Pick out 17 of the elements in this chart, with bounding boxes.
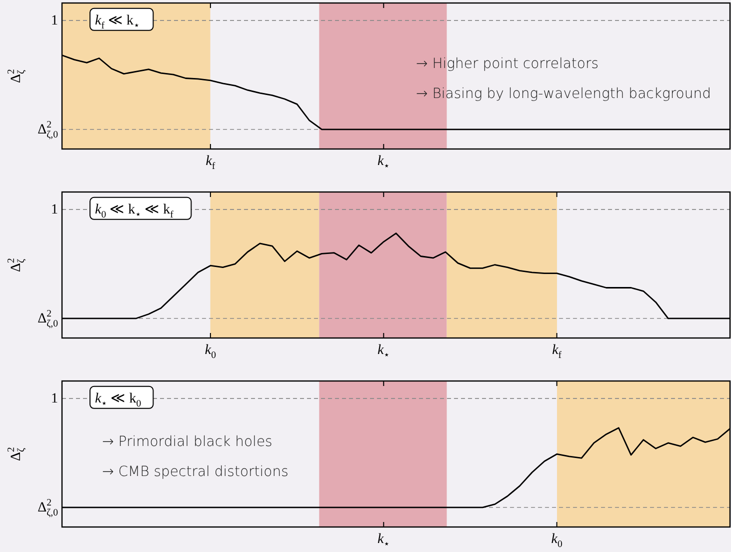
ref-line-label: 1: [51, 13, 58, 28]
x-tick-label: k$_{0}$: [204, 343, 216, 362]
text: k$_{0}$ ≪ k$_{⋆}$ ≪ k$_{f}$: [95, 202, 174, 221]
x-tick-label: k$_{⋆}$: [378, 532, 390, 550]
annotation: → Biasing by long-wavelength background: [416, 86, 712, 102]
annotation: → Primordial black holes: [102, 434, 272, 450]
ref-line-label: 1: [51, 202, 58, 218]
annotation: → CMB spectral distortions: [102, 464, 288, 480]
text: k$_{f}$ ≪ k$_{⋆}$: [95, 13, 140, 32]
x-tick-label: k$_{⋆}$: [378, 154, 390, 172]
x-tick-label: k$_{f}$: [552, 343, 562, 362]
x-tick-label: k$_{⋆}$: [378, 343, 390, 362]
annotation: → Higher point correlators: [416, 56, 599, 72]
x-tick-label: k$_{f}$: [206, 154, 216, 172]
x-tick-label: k$_{0}$: [551, 532, 562, 550]
text: k$_{⋆}$ ≪ k$_{0}$: [95, 391, 142, 410]
ref-line-label: 1: [51, 391, 58, 406]
